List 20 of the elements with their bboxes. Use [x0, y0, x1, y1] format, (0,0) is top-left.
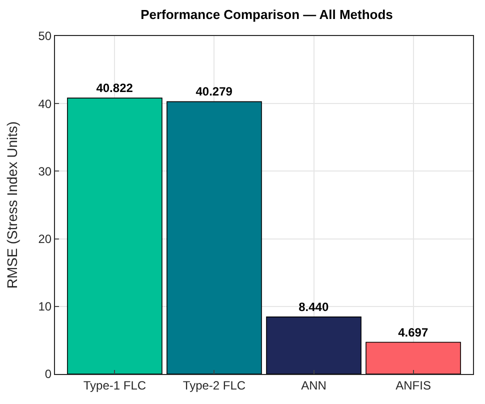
y-tick-label: 0	[44, 367, 52, 382]
chart-title: Performance Comparison — All Methods	[140, 7, 393, 22]
x-tick-label: ANFIS	[396, 378, 431, 392]
y-tick-label: 50	[38, 29, 52, 44]
bar	[166, 101, 262, 374]
x-tick-label: Type-1 FLC	[83, 378, 146, 392]
bar	[67, 98, 162, 374]
data-label: 4.697	[398, 325, 428, 340]
y-tick-label: 30	[38, 164, 52, 178]
y-tick-label: 40	[38, 96, 52, 111]
data-label: 40.822	[96, 81, 134, 96]
bar	[366, 342, 461, 374]
x-tick-label: ANN	[301, 378, 326, 392]
y-axis-title: RMSE (Stress Index Units)	[4, 121, 20, 289]
y-tick-label: 20	[38, 232, 52, 246]
data-label: 8.440	[298, 300, 329, 314]
data-label: 40.279	[196, 84, 233, 99]
y-tick-label: 10	[38, 300, 52, 314]
x-tick-label: Type-2 FLC	[182, 378, 246, 392]
bar	[266, 316, 362, 374]
